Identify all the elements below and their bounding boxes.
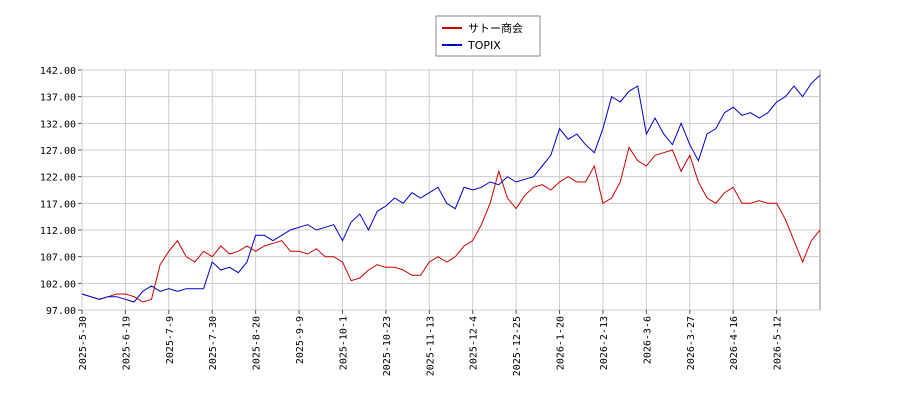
y-tick-label: 122.00 xyxy=(40,173,76,184)
plot-area xyxy=(81,69,821,311)
legend-box xyxy=(435,15,541,57)
y-tick-label: 112.00 xyxy=(40,226,76,237)
x-tick-label: 2025-11-13 xyxy=(425,316,436,376)
x-tick-label: 2026-2-13 xyxy=(599,316,610,370)
x-tick-label: 2026-3-6 xyxy=(642,316,653,364)
line-series xyxy=(81,74,821,303)
x-tick-label: 2025-5-30 xyxy=(78,316,89,370)
y-tick-label: 127.00 xyxy=(40,146,76,157)
x-tick-label: 2025-12-25 xyxy=(512,316,523,376)
y-tick-label: 107.00 xyxy=(40,253,76,264)
x-tick-label: 2025-10-23 xyxy=(382,316,393,376)
y-tick-label: 137.00 xyxy=(40,93,76,104)
legend-label: サトー商会 xyxy=(468,21,523,35)
x-tick-label: 2026-1-20 xyxy=(556,316,567,370)
x-tick-label: 2026-4-16 xyxy=(729,316,740,370)
x-tick-label: 2025-7-30 xyxy=(208,316,219,370)
line-series xyxy=(81,146,821,303)
x-tick-label: 2026-3-27 xyxy=(686,316,697,370)
y-tick-label: 142.00 xyxy=(40,66,76,77)
legend-label: TOPIX xyxy=(467,39,501,52)
y-tick-label: 102.00 xyxy=(40,279,76,290)
y-tick-label: 97.00 xyxy=(46,306,76,317)
x-tick-label: 2025-8-20 xyxy=(252,316,263,370)
x-tick-label: 2025-12-4 xyxy=(469,316,480,370)
x-tick-label: 2025-9-9 xyxy=(295,316,306,364)
x-tick-label: 2025-6-19 xyxy=(121,316,132,370)
x-tick-label: 2026-5-12 xyxy=(773,316,784,370)
y-tick-label: 132.00 xyxy=(40,119,76,130)
x-tick-label: 2025-10-1 xyxy=(338,316,349,370)
y-tick-label: 117.00 xyxy=(40,199,76,210)
x-tick-label: 2025-7-9 xyxy=(165,316,176,364)
